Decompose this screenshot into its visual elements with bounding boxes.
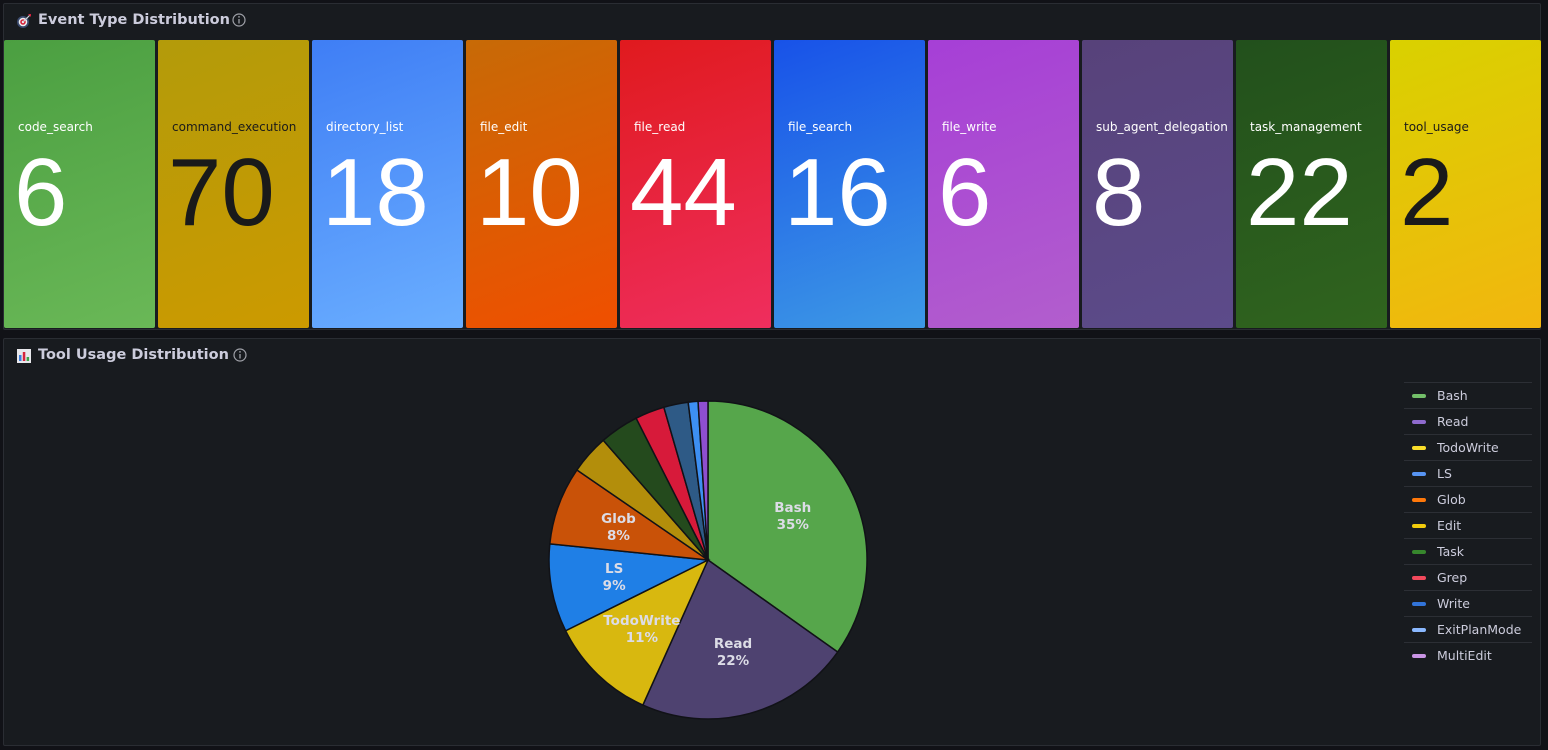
legend-item-exitplanmode[interactable]: ExitPlanMode (1404, 616, 1532, 642)
stat-value: 44 (630, 139, 737, 246)
legend-swatch (1412, 393, 1426, 398)
legend-label: Glob (1437, 492, 1466, 507)
legend-item-multiedit[interactable]: MultiEdit (1404, 642, 1532, 668)
legend-label: Edit (1437, 518, 1462, 533)
stat-value: 16 (784, 139, 891, 246)
stat-label: tool_usage (1404, 120, 1469, 134)
stat-tile-file-search[interactable]: file_search 16 (774, 40, 925, 328)
stat-tile-command-execution[interactable]: command_execution 70 (158, 40, 309, 328)
stat-value: 2 (1400, 139, 1454, 246)
legend-swatch (1412, 471, 1426, 476)
pie-slice-multiedit[interactable] (697, 400, 709, 561)
stat-tile-directory-list[interactable]: directory_list 18 (312, 40, 463, 328)
stat-value: 6 (938, 139, 992, 246)
stat-tiles: code_search 6 command_execution 70 directory… (4, 40, 1541, 328)
tool-usage-panel: Tool Usage Distribution Bash 35% Read 22% To… (3, 338, 1541, 746)
stat-value: 70 (168, 139, 275, 246)
legend-item-write[interactable]: Write (1404, 590, 1532, 616)
legend-item-task[interactable]: Task (1404, 538, 1532, 564)
stat-value: 18 (322, 139, 429, 246)
legend-swatch (1412, 601, 1426, 606)
legend-label: ExitPlanMode (1437, 622, 1522, 637)
stat-value: 10 (476, 139, 583, 246)
legend-item-grep[interactable]: Grep (1404, 564, 1532, 590)
stat-label: file_edit (480, 120, 528, 134)
legend-swatch (1412, 549, 1426, 554)
pie-slice-read[interactable] (641, 558, 839, 720)
stat-tile-task-management[interactable]: task_management 22 (1236, 40, 1387, 328)
stat-label: directory_list (326, 120, 404, 134)
legend-swatch (1412, 497, 1426, 502)
panel-title: Tool Usage Distribution (38, 347, 229, 363)
stat-value: 6 (14, 139, 68, 246)
legend-label: Task (1437, 544, 1464, 559)
legend-label: Bash (1437, 388, 1468, 403)
legend-item-glob[interactable]: Glob (1404, 486, 1532, 512)
legend-label: Read (1437, 414, 1469, 429)
pie-label-name: TodoWrite (603, 613, 680, 629)
legend-item-edit[interactable]: Edit (1404, 512, 1532, 538)
legend-swatch (1412, 627, 1426, 632)
legend-item-todowrite[interactable]: TodoWrite (1404, 434, 1532, 460)
legend-label: MultiEdit (1437, 648, 1492, 663)
legend-label: TodoWrite (1437, 440, 1499, 455)
pie-label-percent: 9% (603, 578, 626, 594)
panel-header: Event Type Distribution (4, 4, 1540, 38)
stat-tile-file-write[interactable]: file_write 6 (928, 40, 1079, 328)
bar-chart-icon (17, 349, 31, 363)
info-icon[interactable] (232, 13, 246, 27)
legend-label: Grep (1437, 570, 1468, 585)
stat-tile-code-search[interactable]: code_search 6 (4, 40, 155, 328)
legend-swatch (1412, 653, 1426, 658)
legend-label: Write (1437, 596, 1471, 611)
legend-swatch (1412, 419, 1426, 424)
target-icon (17, 14, 31, 28)
legend-item-bash[interactable]: Bash (1404, 382, 1532, 408)
pie-label-percent: 35% (777, 517, 810, 533)
stat-label: file_write (942, 120, 997, 134)
stat-label: command_execution (172, 120, 297, 134)
stat-label: sub_agent_delegation (1096, 120, 1228, 134)
info-icon[interactable] (233, 348, 247, 362)
legend-swatch (1412, 523, 1426, 528)
pie-label-percent: 8% (607, 528, 630, 544)
pie-slice-bash[interactable] (707, 400, 868, 654)
pie-label-percent: 11% (626, 630, 659, 646)
event-type-panel: Event Type Distribution code_search 6 comm… (3, 3, 1541, 330)
legend-item-read[interactable]: Read (1404, 408, 1532, 434)
stat-label: file_search (788, 120, 853, 134)
legend-swatch (1412, 445, 1426, 450)
pie-label-percent: 22% (717, 653, 750, 669)
pie-slice-todowrite[interactable] (564, 558, 710, 707)
pie-label-name: Read (714, 636, 752, 652)
pie-slice-ls[interactable] (548, 543, 711, 632)
legend-label: LS (1437, 466, 1452, 481)
panel-header: Tool Usage Distribution (4, 339, 1540, 373)
stat-tile-file-edit[interactable]: file_edit 10 (466, 40, 617, 328)
stat-label: file_read (634, 120, 686, 134)
pie-label-name: Glob (601, 511, 636, 527)
legend-swatch (1412, 575, 1426, 580)
panel-title: Event Type Distribution (38, 12, 230, 28)
stat-label: task_management (1250, 120, 1362, 134)
stat-value: 22 (1246, 139, 1353, 246)
stat-tile-tool-usage[interactable]: tool_usage 2 (1390, 40, 1541, 328)
stat-tile-file-read[interactable]: file_read 44 (620, 40, 771, 328)
pie-label-name: LS (605, 561, 623, 577)
stat-tile-sub-agent-delegation[interactable]: sub_agent_delegation 8 (1082, 40, 1233, 328)
stat-value: 8 (1092, 139, 1146, 246)
chart-legend: Bash Read TodoWrite LS Glob Edit Task Grep Write… (1404, 382, 1532, 668)
stat-label: code_search (18, 120, 93, 134)
legend-item-ls[interactable]: LS (1404, 460, 1532, 486)
pie-label-name: Bash (774, 500, 811, 516)
